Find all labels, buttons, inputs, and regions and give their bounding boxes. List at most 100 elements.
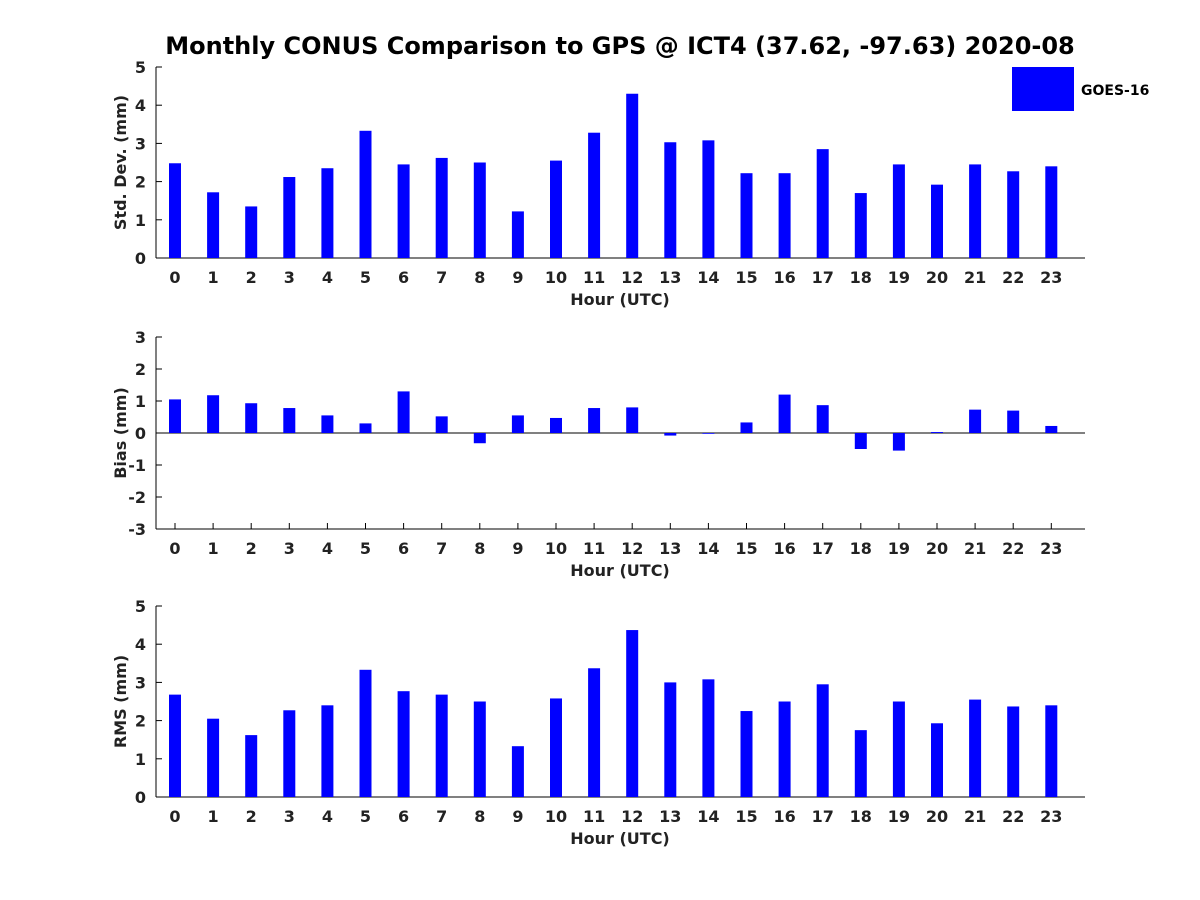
bar xyxy=(397,691,410,797)
bar xyxy=(321,168,334,258)
y-tick-label: 2 xyxy=(135,173,146,192)
bar xyxy=(740,173,753,258)
bar xyxy=(664,682,677,797)
bar xyxy=(778,701,791,797)
x-tick-label: 11 xyxy=(583,539,605,558)
bar xyxy=(359,669,372,797)
x-tick-label: 17 xyxy=(812,268,834,287)
bar xyxy=(931,432,943,433)
bar xyxy=(702,679,715,797)
bar xyxy=(511,415,524,433)
x-tick-label: 4 xyxy=(322,539,333,558)
bar xyxy=(473,162,486,258)
bar xyxy=(435,157,448,258)
bar xyxy=(702,140,715,258)
x-tick-label: 5 xyxy=(360,807,371,826)
bar xyxy=(207,192,220,258)
x-tick-label: 11 xyxy=(583,807,605,826)
x-tick-label: 0 xyxy=(169,539,180,558)
x-tick-label: 9 xyxy=(512,539,523,558)
x-tick-label: 4 xyxy=(322,807,333,826)
x-tick-label: 23 xyxy=(1040,539,1062,558)
y-tick-label: 3 xyxy=(135,134,146,153)
legend-label: GOES-16 xyxy=(1081,83,1149,99)
bar xyxy=(1007,706,1020,797)
x-tick-label: 10 xyxy=(545,268,567,287)
legend-swatch xyxy=(1012,67,1074,111)
bar xyxy=(892,701,905,797)
bar xyxy=(702,433,715,434)
y-tick-label: 4 xyxy=(135,635,146,654)
x-tick-label: 3 xyxy=(284,539,295,558)
x-tick-label: 9 xyxy=(512,268,523,287)
y-tick-label: 1 xyxy=(135,750,146,769)
bar xyxy=(816,684,829,797)
x-tick-label: 12 xyxy=(621,807,643,826)
bar xyxy=(626,630,639,797)
bar xyxy=(854,433,867,449)
x-tick-label: 14 xyxy=(697,539,719,558)
bar xyxy=(435,416,448,433)
chart-title: Monthly CONUS Comparison to GPS @ ICT4 (… xyxy=(165,32,1075,60)
x-tick-label: 10 xyxy=(545,807,567,826)
y-tick-label: 5 xyxy=(135,58,146,77)
x-tick-label: 7 xyxy=(436,268,447,287)
x-tick-label: 23 xyxy=(1040,268,1062,287)
x-tick-label: 1 xyxy=(208,268,219,287)
x-axis-label: Hour (UTC) xyxy=(570,561,670,580)
y-tick-label: -1 xyxy=(128,456,146,475)
y-axis-label: RMS (mm) xyxy=(111,655,130,748)
bar xyxy=(816,149,829,258)
bar xyxy=(511,746,524,797)
bar xyxy=(854,193,867,258)
y-tick-label: 0 xyxy=(135,424,146,443)
x-tick-label: 19 xyxy=(888,807,910,826)
bar xyxy=(283,710,296,797)
x-tick-label: 12 xyxy=(621,268,643,287)
x-tick-label: 17 xyxy=(812,807,834,826)
x-tick-label: 21 xyxy=(964,268,986,287)
x-tick-label: 13 xyxy=(659,268,681,287)
y-tick-label: 1 xyxy=(135,211,146,230)
x-axis-label: Hour (UTC) xyxy=(570,829,670,848)
x-tick-label: 1 xyxy=(208,539,219,558)
x-tick-label: 18 xyxy=(850,807,872,826)
y-axis-label: Std. Dev. (mm) xyxy=(111,95,130,230)
x-tick-label: 8 xyxy=(474,807,485,826)
bar xyxy=(626,93,639,259)
x-tick-label: 20 xyxy=(926,807,948,826)
x-tick-label: 1 xyxy=(208,807,219,826)
x-tick-label: 2 xyxy=(246,268,257,287)
bar xyxy=(1045,166,1058,258)
bar xyxy=(473,701,486,797)
bar xyxy=(740,422,753,433)
x-tick-label: 16 xyxy=(773,268,795,287)
bar xyxy=(473,433,486,444)
bar xyxy=(816,405,829,433)
x-tick-label: 11 xyxy=(583,268,605,287)
bar xyxy=(207,718,220,797)
x-tick-label: 7 xyxy=(436,807,447,826)
x-tick-label: 19 xyxy=(888,539,910,558)
bar xyxy=(1007,171,1020,258)
bar xyxy=(1045,705,1058,797)
x-tick-label: 14 xyxy=(697,268,719,287)
x-tick-label: 21 xyxy=(964,539,986,558)
bar xyxy=(511,211,524,258)
bar xyxy=(283,177,296,258)
bar xyxy=(397,391,410,433)
x-tick-label: 8 xyxy=(474,268,485,287)
y-tick-label: 3 xyxy=(135,328,146,347)
x-tick-label: 14 xyxy=(697,807,719,826)
y-tick-label: 5 xyxy=(135,597,146,616)
bar xyxy=(169,163,181,258)
x-tick-label: 23 xyxy=(1040,807,1062,826)
x-tick-label: 2 xyxy=(246,807,257,826)
x-tick-label: 9 xyxy=(512,807,523,826)
x-tick-label: 15 xyxy=(735,539,757,558)
y-tick-label: 3 xyxy=(135,673,146,692)
bar xyxy=(321,705,334,797)
